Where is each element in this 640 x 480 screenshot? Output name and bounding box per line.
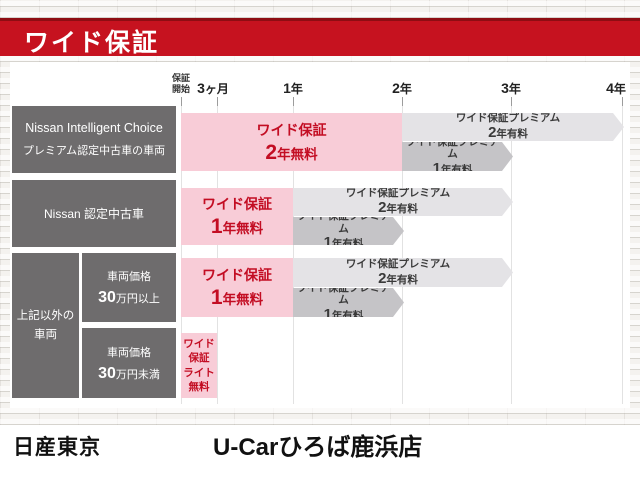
warranty-bar-paid-dark: ワイド保証プレミアム1年有料	[402, 142, 513, 171]
category-certified: Nissan 認定中古車	[12, 180, 176, 247]
axis-tick	[622, 97, 623, 106]
axis-gridline	[402, 106, 403, 404]
footer-band	[0, 425, 640, 480]
warranty-bar-paid-dark: ワイド保証プレミアム1年有料	[293, 217, 404, 245]
axis-gridline	[181, 106, 182, 404]
axis-tick-label: 3ヶ月	[197, 80, 229, 96]
axis-gridline	[293, 106, 294, 404]
page-title: ワイド保証	[24, 29, 160, 57]
axis-gridline	[217, 106, 218, 404]
axis-tick-label: 1年	[283, 80, 303, 96]
axis-tick-label: 2年	[392, 80, 412, 96]
dealer-company-name: 日産東京	[13, 436, 101, 459]
axis-gridline	[622, 106, 623, 404]
axis-tick-label: 3年	[501, 80, 521, 96]
category-premium-certified: Nissan Intelligent Choice プレミアム認定中古車の車両	[12, 106, 176, 173]
warranty-bar-paid-light: ワイド保証プレミアム 2年有料	[402, 113, 624, 141]
warranty-bar-lite: ワイド 保証 ライト 無料	[181, 333, 217, 398]
axis-tick	[181, 97, 182, 106]
axis-tick	[402, 97, 403, 106]
axis-tick	[511, 97, 512, 106]
axis-gridline	[511, 106, 512, 404]
dealer-store-name: U-Carひろば鹿浜店	[213, 434, 423, 461]
axis-start-label: 保証 開始	[171, 73, 190, 94]
warranty-bar-free: ワイド保証 1年無料	[181, 258, 293, 317]
warranty-bar-paid-light: ワイド保証プレミアム 2年有料	[293, 258, 513, 287]
axis-tick-label: 4年	[606, 80, 626, 96]
category-other-vehicles: 上記以外の 車両	[12, 253, 79, 398]
category-price-over-300k: 車両価格 30万円以上	[82, 253, 176, 322]
axis-tick	[293, 97, 294, 106]
warranty-bar-paid-light: ワイド保証プレミアム 2年有料	[293, 188, 513, 216]
warranty-bar-free: ワイド保証 2年無料	[181, 113, 402, 171]
axis-tick	[217, 97, 218, 106]
warranty-bar-paid-dark: ワイド保証プレミアム1年有料	[293, 288, 404, 317]
category-price-under-300k: 車両価格 30万円未満	[82, 328, 176, 398]
title-bar: ワイド保証	[0, 18, 640, 57]
warranty-bar-free: ワイド保証 1年無料	[181, 188, 293, 245]
